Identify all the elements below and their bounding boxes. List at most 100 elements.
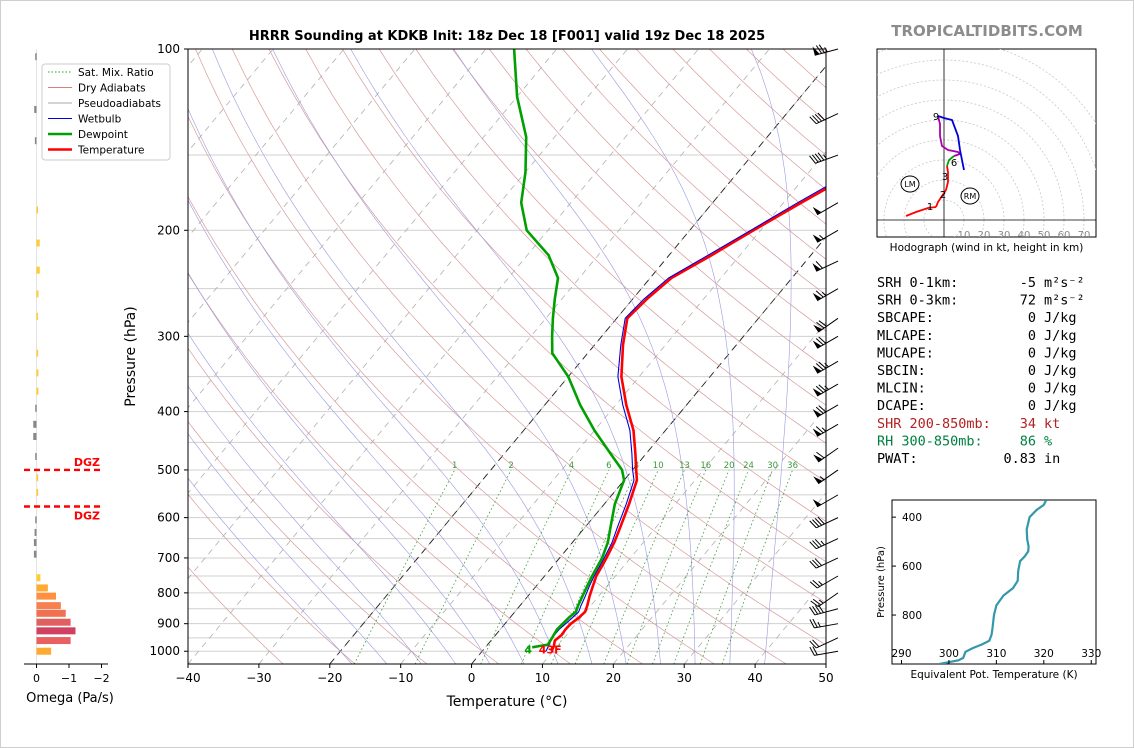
index-value: 72 bbox=[1020, 293, 1036, 309]
wind-barb-full bbox=[814, 518, 823, 526]
wind-barb-shaft bbox=[818, 469, 839, 485]
wind-barb-full bbox=[809, 640, 817, 649]
wind-barb-full bbox=[812, 646, 818, 656]
storm-motion-label: LM bbox=[904, 180, 915, 189]
wind-barb-full bbox=[809, 116, 817, 125]
legend-label: Pseudoadiabats bbox=[78, 98, 161, 110]
wind-barb-full bbox=[817, 112, 825, 121]
wind-barb bbox=[812, 44, 839, 56]
pseudoadiabat bbox=[188, 332, 457, 664]
hodograph-height-label: 2 bbox=[940, 190, 946, 201]
index-label: DCAPE: bbox=[877, 398, 926, 414]
wind-barb-shaft bbox=[816, 538, 839, 550]
hodograph-trace bbox=[937, 115, 965, 171]
omega-bar bbox=[36, 574, 41, 582]
wind-barb-half bbox=[818, 581, 823, 586]
wind-barb-flag bbox=[813, 454, 823, 462]
index-row: MUCAPE: 0 J/kg bbox=[877, 345, 1077, 361]
wind-barb bbox=[810, 592, 839, 608]
index-unit: % bbox=[1044, 433, 1052, 449]
omega-bar bbox=[36, 266, 40, 274]
dry-adiabat bbox=[188, 115, 715, 664]
wind-barb-full bbox=[812, 115, 820, 123]
theta-e-panel: 290 300 310 320 330 400 600 800 Pressure (hPa) Eq… bbox=[876, 499, 1101, 681]
wind-barb-full bbox=[811, 154, 819, 163]
omega-bar bbox=[36, 290, 39, 298]
hodograph-height-label: 3 bbox=[942, 172, 948, 183]
pseudoadiabat bbox=[272, 49, 627, 664]
wind-barb-half bbox=[824, 385, 829, 390]
index-label: MUCAPE: bbox=[877, 345, 934, 361]
wind-barb-full bbox=[818, 336, 827, 344]
hodograph-height-label: 6 bbox=[951, 158, 957, 169]
wind-barb-full bbox=[809, 541, 817, 550]
wind-barb-full bbox=[815, 290, 824, 298]
wind-barb-full bbox=[812, 598, 822, 606]
index-row: MLCIN: 0 J/kg bbox=[877, 381, 1077, 397]
index-value: 0 bbox=[1028, 328, 1036, 344]
wind-barb-flag bbox=[812, 409, 822, 417]
x-axis-label: Temperature (°C) bbox=[446, 694, 568, 710]
wind-barb-shaft bbox=[816, 557, 839, 569]
wind-barb bbox=[812, 423, 839, 437]
index-label: RH 300-850mb: bbox=[877, 433, 983, 449]
wind-barb-half bbox=[819, 476, 825, 481]
wind-barb-shaft bbox=[818, 592, 839, 608]
wind-barb-shaft bbox=[816, 383, 839, 397]
profile-wetbulb bbox=[545, 186, 826, 652]
mixing-ratio-line bbox=[353, 469, 456, 664]
wind-barb-flag bbox=[812, 234, 822, 243]
wind-barb-full bbox=[809, 155, 816, 164]
wind-barb-full bbox=[815, 385, 824, 393]
x-tick-label: 10 bbox=[535, 671, 550, 685]
wind-barb-shaft bbox=[814, 48, 839, 56]
wind-barb-shaft bbox=[816, 113, 839, 125]
x-tick-label: 20 bbox=[606, 671, 621, 685]
mixing-ratio-line bbox=[626, 469, 707, 664]
wind-barb-shaft bbox=[814, 650, 839, 656]
theta-e-frame bbox=[891, 499, 1097, 665]
wind-barb-full bbox=[812, 540, 820, 548]
legend-label: Dewpoint bbox=[78, 129, 128, 141]
wind-barb-flag bbox=[812, 365, 822, 374]
omega-bar bbox=[34, 105, 37, 113]
index-row: DCAPE: 0 J/kg bbox=[877, 398, 1077, 414]
wind-barb-full bbox=[815, 45, 822, 54]
dgz-bottom-label: DGZ bbox=[74, 510, 100, 523]
pseudoadiabat bbox=[188, 199, 525, 664]
wind-barb-flag bbox=[812, 499, 822, 507]
wind-barb-full bbox=[815, 338, 824, 346]
wind-barb-half bbox=[824, 47, 828, 53]
index-value: 0 bbox=[1028, 310, 1036, 326]
index-row: SBCAPE: 0 J/kg bbox=[877, 310, 1077, 326]
x-tick-label: 30 bbox=[677, 671, 692, 685]
dry-adiabat bbox=[378, 49, 826, 483]
dry-adiabat bbox=[268, 49, 826, 604]
wind-barb-shaft bbox=[816, 404, 839, 418]
isotherm-line bbox=[683, 492, 826, 664]
storm-motion-label: RM bbox=[964, 192, 977, 201]
wind-barb bbox=[812, 202, 839, 216]
wind-barb-full bbox=[812, 559, 820, 568]
index-row: SRH 0-1km: -5 m²s⁻² bbox=[877, 275, 1085, 291]
theta-e-y-axis-label: Pressure (hPa) bbox=[876, 546, 887, 618]
omega-bar bbox=[36, 206, 38, 214]
wind-barb-full bbox=[818, 405, 827, 413]
omega-bar bbox=[36, 369, 39, 377]
omega-bar bbox=[36, 592, 56, 600]
dry-adiabat bbox=[452, 49, 826, 406]
wind-barb-shaft bbox=[816, 517, 839, 529]
wind-barb-flag bbox=[812, 46, 820, 56]
omega-bar bbox=[36, 239, 40, 247]
wind-barb-shaft bbox=[816, 494, 839, 508]
wind-barb-half bbox=[817, 621, 821, 628]
index-value: 0 bbox=[1028, 381, 1036, 397]
dry-adiabat bbox=[188, 195, 643, 664]
surface-dewpoint-label: 4 bbox=[524, 643, 532, 656]
skewt-axes-frame bbox=[187, 48, 827, 665]
wind-barb bbox=[809, 646, 839, 656]
isotherm-line bbox=[188, 49, 557, 494]
dry-adiabat bbox=[188, 566, 284, 664]
dry-adiabat bbox=[525, 49, 826, 332]
dry-adiabat bbox=[188, 493, 356, 664]
